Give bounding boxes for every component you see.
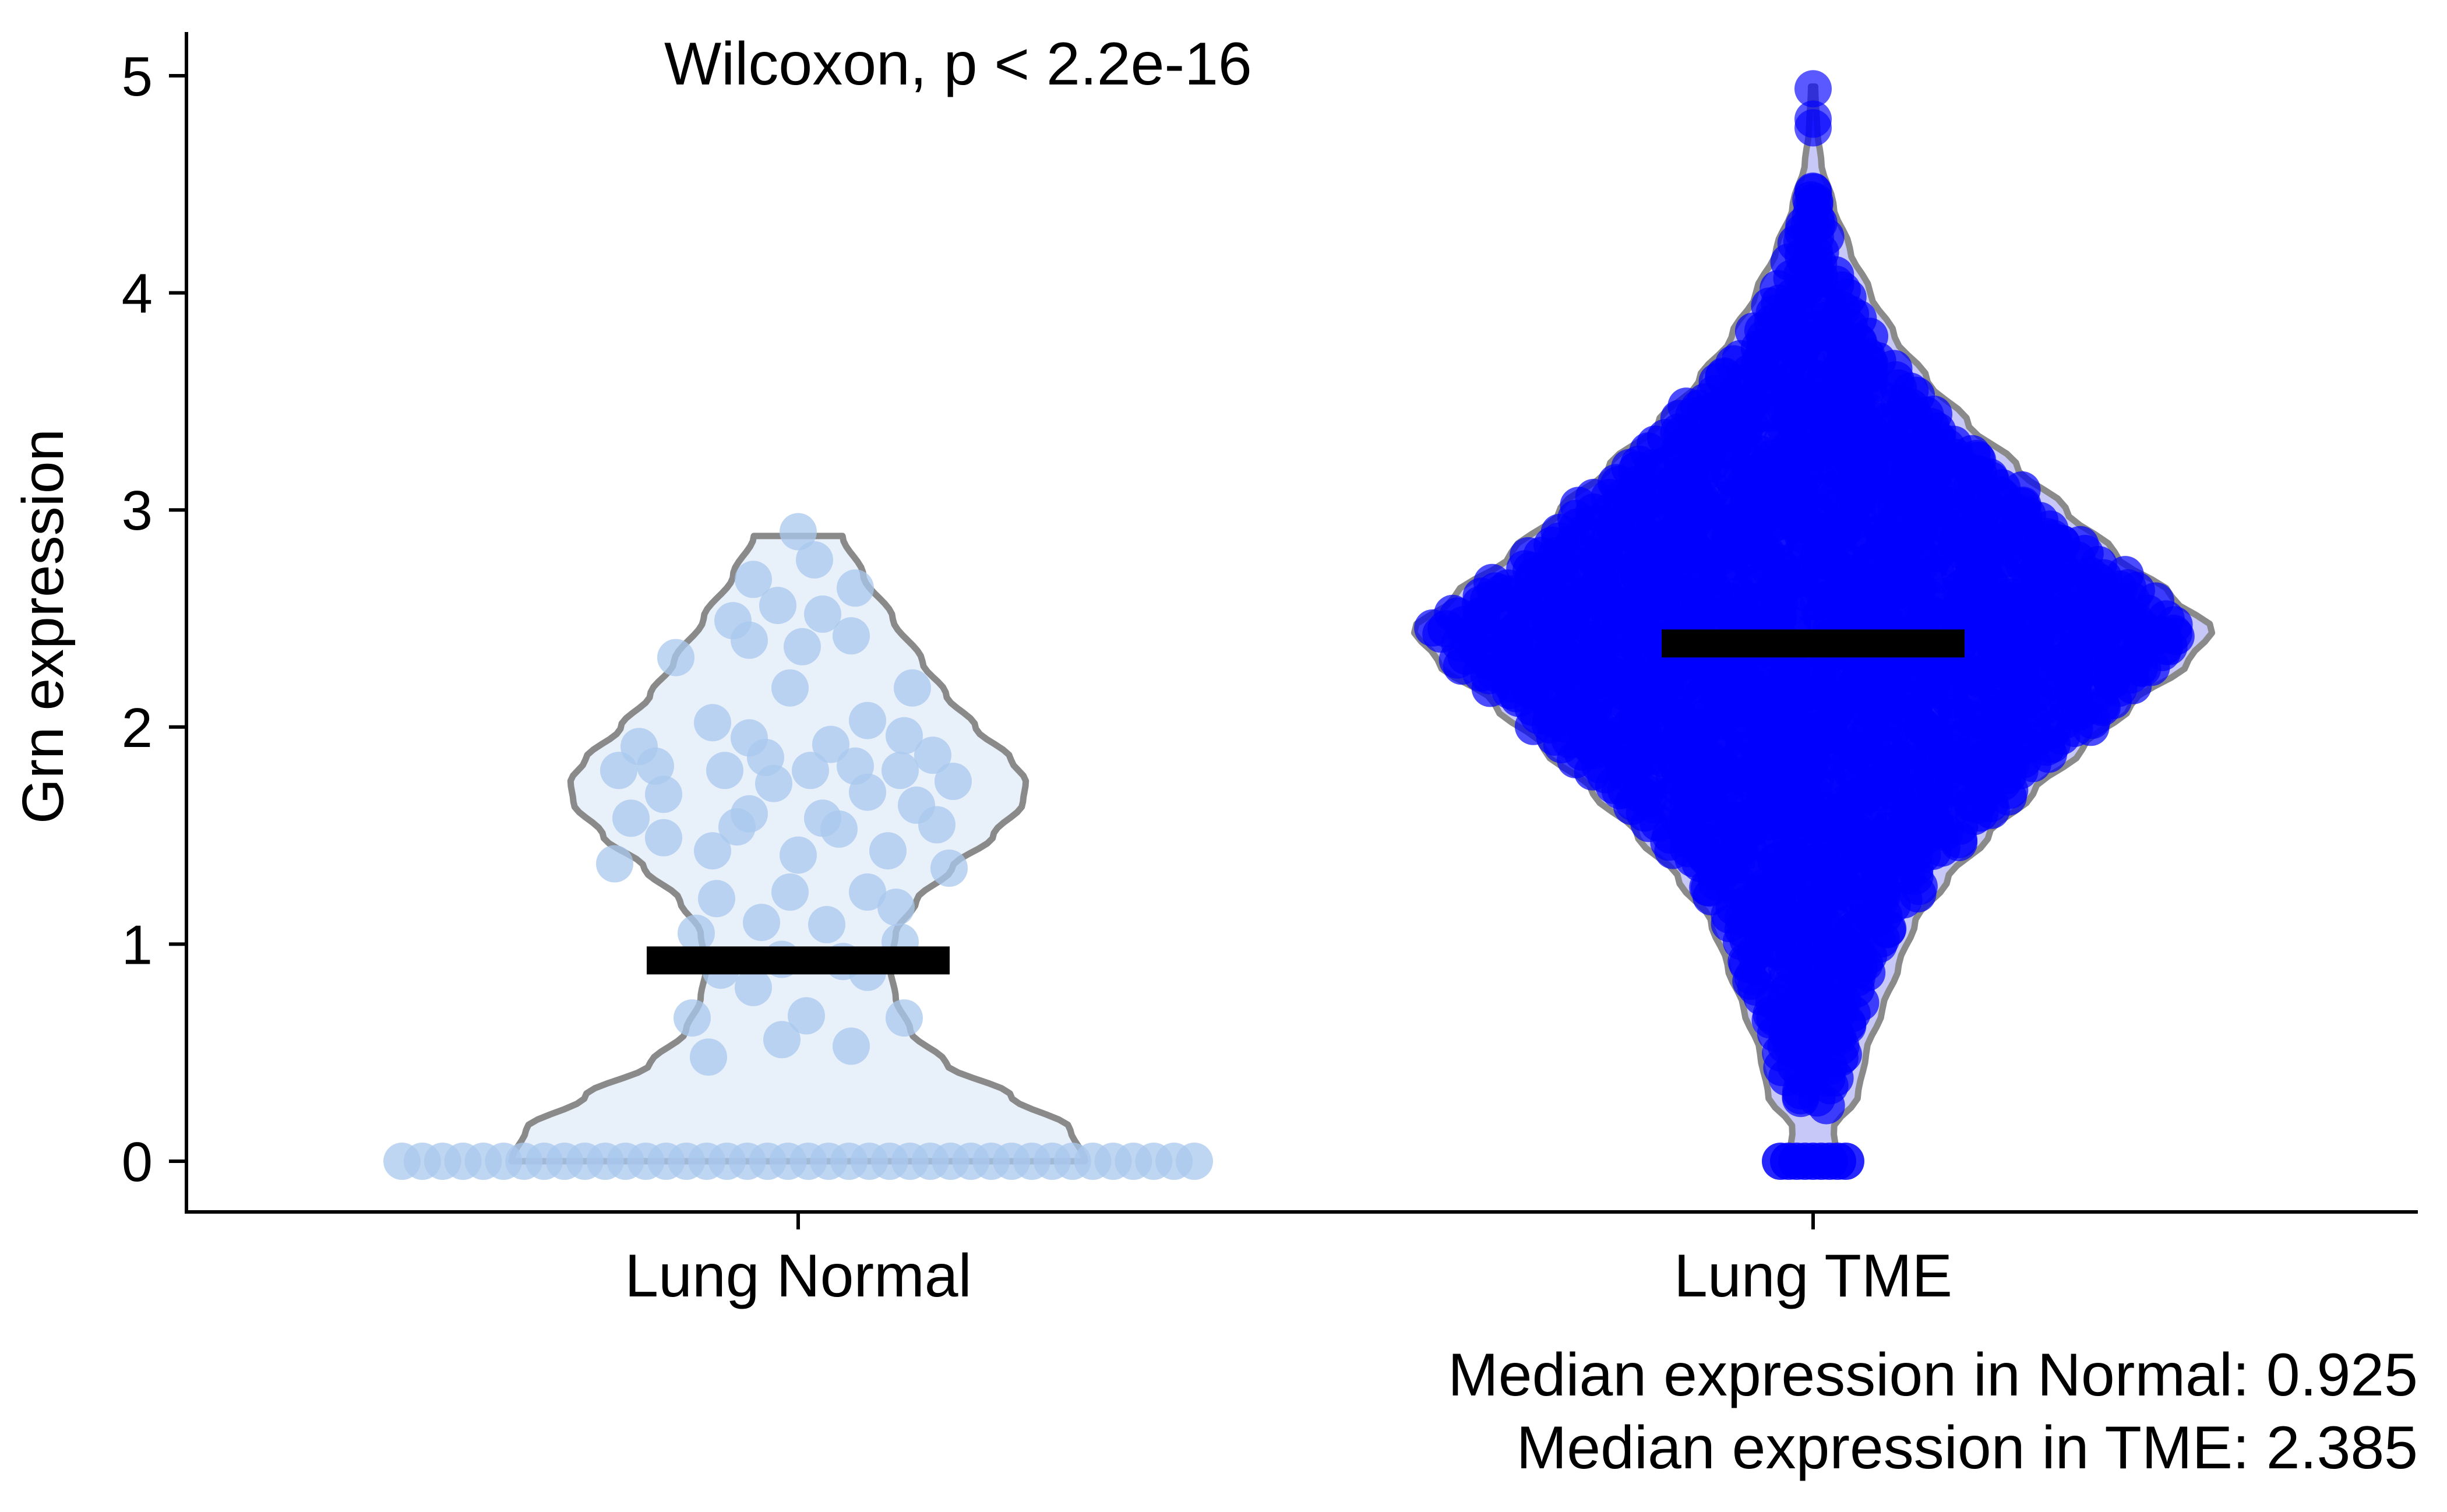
point-lung-normal bbox=[849, 873, 886, 911]
point-lung-normal bbox=[706, 752, 743, 790]
point-lung-tme-outlier bbox=[1794, 109, 1832, 147]
point-lung-normal bbox=[914, 736, 951, 774]
y-axis-ticks: 0 1 2 3 4 5 bbox=[122, 45, 186, 1193]
point-lung-normal bbox=[678, 914, 715, 952]
point-lung-normal bbox=[833, 1027, 870, 1065]
point-lung-normal bbox=[877, 889, 915, 926]
point-lung-tme bbox=[1827, 1143, 1864, 1180]
point-lung-tme bbox=[1473, 563, 1511, 601]
y-tick-label: 0 bbox=[122, 1131, 153, 1193]
point-lung-normal bbox=[759, 587, 796, 625]
y-axis-label: Grn expression bbox=[10, 429, 76, 824]
point-lung-normal bbox=[735, 561, 772, 598]
point-lung-normal bbox=[596, 845, 633, 883]
y-tick-label: 3 bbox=[122, 480, 153, 542]
point-lung-normal bbox=[771, 873, 809, 911]
x-tick-label: Lung TME bbox=[1674, 1242, 1952, 1310]
footnote-normal-median: Median expression in Normal: 0.925 bbox=[1448, 1341, 2418, 1409]
median-bar-lung-normal bbox=[647, 946, 950, 975]
point-lung-normal bbox=[690, 1038, 727, 1076]
point-lung-normal bbox=[735, 968, 772, 1006]
point-lung-normal bbox=[743, 904, 780, 942]
point-lung-normal bbox=[837, 569, 874, 607]
point-lung-normal bbox=[784, 628, 821, 665]
point-lung-normal bbox=[788, 997, 825, 1035]
y-tick-label: 4 bbox=[122, 263, 153, 325]
point-lung-normal bbox=[755, 764, 792, 802]
point-lung-normal bbox=[804, 595, 841, 633]
test-annotation: Wilcoxon, p < 2.2e-16 bbox=[664, 30, 1252, 98]
plot-area bbox=[383, 70, 2216, 1180]
point-lung-normal bbox=[869, 832, 907, 870]
point-lung-tme-outlier bbox=[1794, 70, 1832, 108]
point-lung-normal bbox=[792, 752, 829, 790]
point-lung-normal bbox=[718, 808, 756, 846]
point-lung-normal bbox=[918, 806, 955, 844]
point-lung-normal bbox=[771, 669, 809, 707]
point-lung-normal bbox=[674, 999, 711, 1037]
points-lung-tme bbox=[1414, 172, 2195, 1125]
point-lung-normal bbox=[780, 836, 817, 874]
point-lung-normal bbox=[886, 999, 923, 1037]
point-lung-normal bbox=[694, 704, 731, 742]
point-lung-normal bbox=[694, 832, 731, 870]
point-lung-normal bbox=[812, 725, 849, 763]
point-lung-normal bbox=[849, 702, 886, 739]
point-lung-normal bbox=[763, 1021, 801, 1059]
point-lung-normal bbox=[698, 880, 735, 918]
y-tick-label: 1 bbox=[122, 914, 153, 976]
y-tick-label: 5 bbox=[122, 45, 153, 108]
footnote-tme-median: Median expression in TME: 2.385 bbox=[1517, 1414, 2418, 1482]
point-lung-normal bbox=[780, 513, 817, 551]
point-lung-normal bbox=[833, 617, 870, 655]
point-lung-normal bbox=[849, 773, 886, 811]
point-lung-tme bbox=[1794, 173, 1832, 211]
point-lung-normal bbox=[1176, 1143, 1213, 1180]
point-lung-normal bbox=[645, 819, 682, 857]
point-lung-normal bbox=[886, 717, 923, 755]
axes bbox=[185, 32, 2418, 1214]
point-lung-normal bbox=[637, 747, 674, 785]
point-lung-normal bbox=[600, 752, 637, 790]
point-lung-normal bbox=[731, 621, 768, 659]
point-lung-normal bbox=[808, 905, 845, 943]
point-lung-normal bbox=[612, 799, 650, 837]
point-lung-normal bbox=[645, 776, 682, 813]
x-axis-ticks: Lung Normal Lung TME bbox=[625, 1212, 1952, 1310]
point-lung-normal bbox=[930, 850, 968, 887]
point-lung-normal bbox=[894, 669, 931, 707]
point-lung-normal bbox=[657, 639, 694, 676]
point-lung-normal bbox=[820, 810, 858, 848]
x-tick-label: Lung Normal bbox=[625, 1242, 971, 1310]
point-lung-normal bbox=[935, 763, 972, 800]
median-bar-lung-tme bbox=[1662, 629, 1965, 658]
point-lung-normal bbox=[796, 541, 833, 579]
y-tick-label: 2 bbox=[122, 697, 153, 759]
point-lung-normal bbox=[882, 752, 919, 790]
